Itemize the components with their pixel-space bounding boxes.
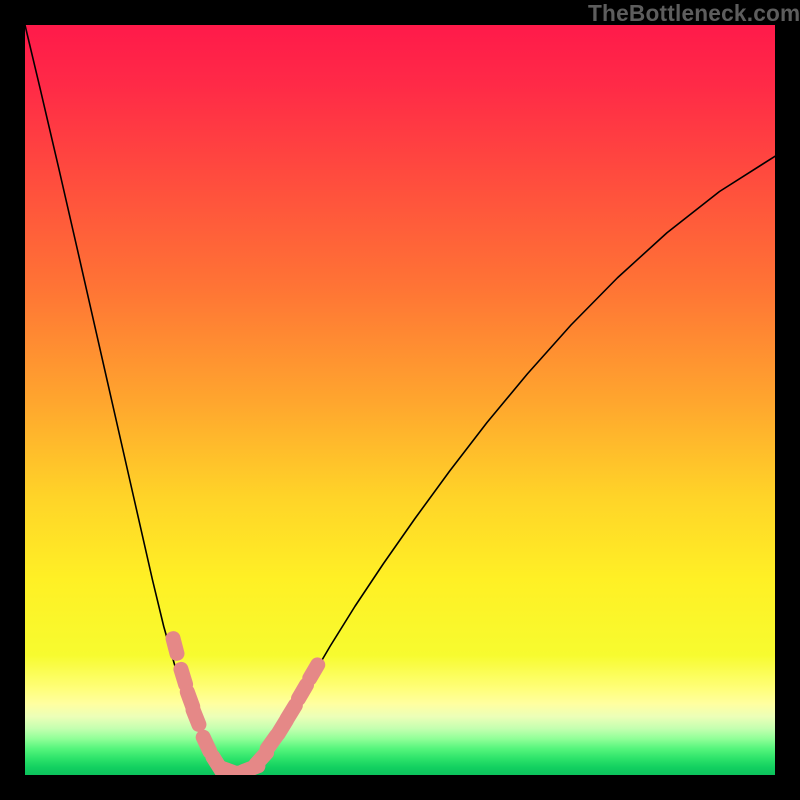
watermark-label: TheBottleneck.com <box>588 0 800 27</box>
chart-svg <box>25 25 775 775</box>
stage: TheBottleneck.com <box>0 0 800 800</box>
chart-plot-area <box>25 25 775 775</box>
chart-background <box>25 25 775 775</box>
